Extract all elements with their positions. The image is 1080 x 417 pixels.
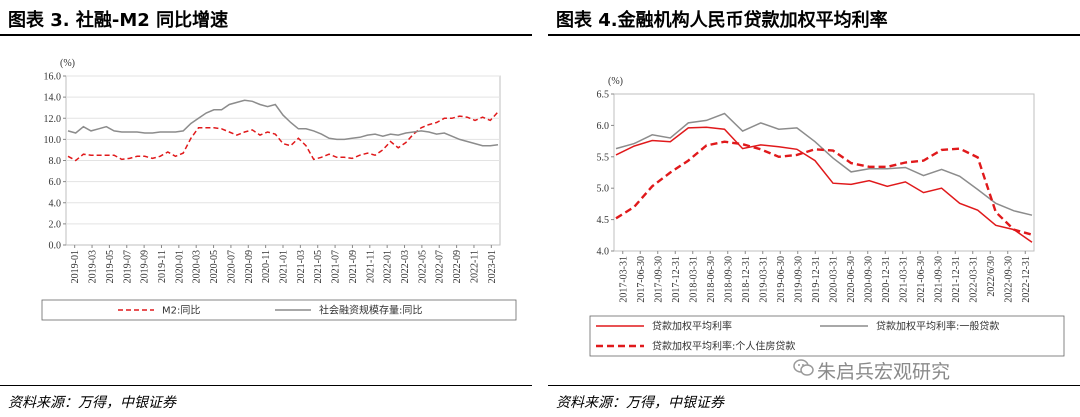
legend-label: M2:同比 [162,305,200,317]
title-rule [548,34,1080,36]
x-tick-label: 2022-05 [417,250,428,283]
y-tick-label: 16.0 [44,72,62,83]
series-line-2 [67,99,499,147]
chart-title: 图表 4.金融机构人民币贷款加权平均利率 [556,10,888,31]
x-tick-label: 2019-06-30 [776,256,787,303]
y-tick-label: 4.5 [597,215,610,226]
x-tick-label: 2022-01 [383,250,394,283]
x-tick-label: 2021-03-31 [898,256,909,303]
x-tick-label: 2020-12-31 [881,256,892,303]
y-tick-label: 6.0 [49,177,62,188]
x-tick-label: 2022/6/30 [986,256,997,297]
y-tick-label: 8.0 [49,156,62,167]
x-tick-label: 2020-05 [209,250,220,283]
x-tick-label: 2022-03 [400,250,411,283]
x-tick-label: 2019-07 [122,250,133,283]
x-tick-label: 2020-09 [244,250,255,283]
x-tick-label: 2019-03 [88,250,99,283]
x-tick-label: 2018-03-31 [688,256,699,303]
x-tick-label: 2021-09-30 [933,256,944,303]
y-tick-label: 5.0 [597,184,610,195]
y-tick-label: 12.0 [44,114,62,125]
title-rule [0,34,532,36]
y-axis-unit: (%) [608,76,623,87]
y-tick-label: 5.5 [597,152,610,163]
y-tick-label: 6.5 [597,90,610,101]
x-tick-label: 2018-12-31 [741,256,752,303]
x-tick-label: 2019-09 [140,250,151,283]
source-rule [0,385,532,386]
y-tick-label: 2.0 [49,219,62,230]
x-tick-label: 2020-07 [226,250,237,283]
source-rule [548,385,1080,386]
social-financing-m2-line-chart: (%) 0.0 2.0 4.0 6.0 8.0 10.0 12.0 14.0 16.0 2019-0… [41,58,517,321]
data-source-note: 资料来源：万得，中银证券 [556,395,724,411]
y-tick-label: 6.0 [597,121,610,132]
legend-label: 贷款加权平均利率:一般贷款 [876,320,999,333]
loan-rate-line-chart: (%) 4.0 4.5 5.0 5.5 6.0 6.5 2017-03-31 2017-06-3… [589,76,1065,357]
legend-box [589,315,1065,357]
x-tick-label: 2020-11 [261,250,272,283]
x-tick-label: 2021-06-30 [916,256,927,303]
wechat-icon [793,359,814,376]
data-source-note: 资料来源：万得，中银证券 [8,395,176,411]
x-tick-label: 2019-03-31 [758,256,769,303]
legend-label: 贷款加权平均利率 [652,320,732,333]
x-tick-label: 2019-12-31 [811,256,822,303]
x-tick-label: 2020-09-30 [863,256,874,303]
x-tick-label: 2019-09-30 [793,256,804,303]
left-chart-panel: 图表 3. 社融-M2 同比增速 (%) 0.0 2.0 4.0 6.0 8.0 10.0 1… [0,0,532,417]
x-tick-label: 2022-09-30 [1003,256,1014,303]
x-tick-label: 2020-03-31 [828,256,839,303]
x-tick-label: 2022-07 [435,250,446,283]
right-chart-panel: 图表 4.金融机构人民币贷款加权平均利率 (%) 4.0 4.5 5.0 5.5 6.0 6… [548,0,1080,417]
watermark-text: 朱启兵宏观研究 [817,361,951,383]
y-axis-unit: (%) [60,58,75,69]
series-line-2 [615,112,1033,216]
x-tick-label: 2017-03-31 [618,256,629,303]
x-tick-label: 2021-11 [365,250,376,283]
x-tick-label: 2022-09 [452,250,463,283]
series-line-1 [67,111,499,162]
y-tick-label: 4.0 [49,198,62,209]
legend-label: 贷款加权平均利率:个人住房贷款 [652,340,795,353]
legend-label: 社会融资规模存量:同比 [319,304,422,317]
y-tick-label: 4.0 [597,247,610,258]
series-line-1 [615,126,1033,243]
x-tick-label: 2020-03 [192,250,203,283]
x-tick-label: 2018-09-30 [723,256,734,303]
x-tick-label: 2022-03-31 [968,256,979,303]
x-tick-label: 2021-12-31 [951,256,962,303]
x-tick-label: 2017-09-30 [653,256,664,303]
x-tick-label: 2017-12-31 [671,256,682,303]
x-tick-label: 2021-05 [313,250,324,283]
x-tick-label: 2022-11 [469,250,480,283]
plot-frame [613,93,1035,252]
x-tick-label: 2022-12-31 [1021,256,1032,303]
x-tick-label: 2021-07 [331,250,342,283]
x-tick-label: 2019-01 [70,250,81,283]
x-tick-label: 2021-01 [279,250,290,283]
x-tick-label: 2020-01 [174,250,185,283]
y-tick-label: 10.0 [44,135,62,146]
x-tick-label: 2017-06-30 [636,256,647,303]
x-tick-label: 2018-06-30 [706,256,717,303]
x-tick-label: 2021-03 [296,250,307,283]
x-tick-label: 2023-01 [487,250,498,283]
x-tick-label: 2019-11 [157,250,168,283]
x-tick-label: 2020-06-30 [846,256,857,303]
y-tick-label: 0.0 [49,241,62,252]
x-tick-label: 2019-05 [105,250,116,283]
y-tick-label: 14.0 [44,93,62,104]
chart-title: 图表 3. 社融-M2 同比增速 [8,10,229,31]
series-line-3 [615,140,1033,236]
x-tick-label: 2021-09 [348,250,359,283]
